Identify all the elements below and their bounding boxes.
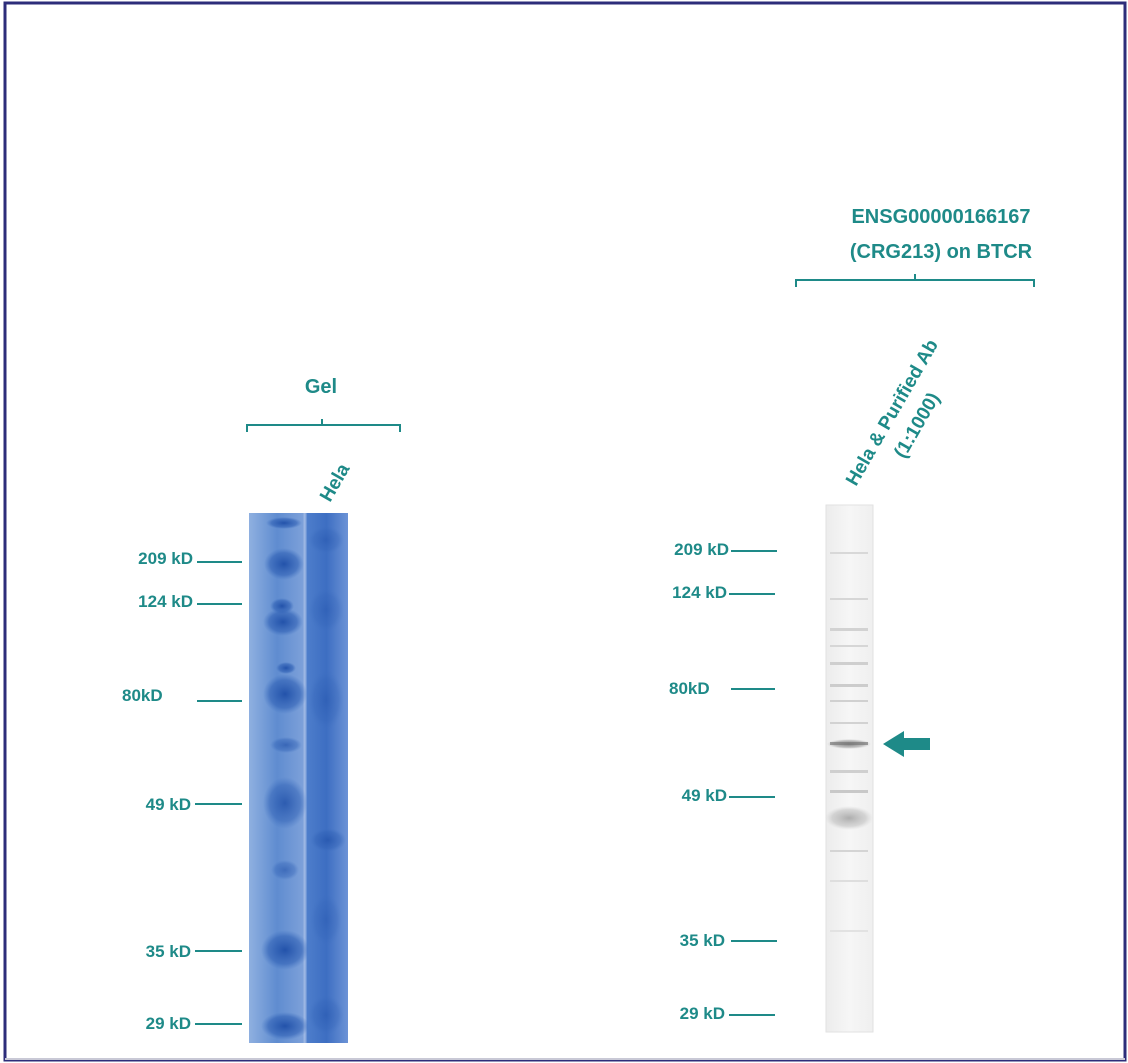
left-arrow-icon bbox=[883, 731, 930, 757]
gel-marker-label: 209 kD bbox=[138, 549, 193, 568]
figure-frame bbox=[3, 1, 1127, 1062]
gel-group-label: Gel bbox=[305, 376, 337, 398]
gel-marker-label: 29 kD bbox=[146, 1014, 191, 1033]
western-marker-label: 35 kD bbox=[680, 931, 725, 950]
gel-marker-ladder: 209 kD 124 kD 80kD 49 kD 35 kD 29 kD bbox=[122, 549, 242, 1033]
gel-marker-label: 80kD bbox=[122, 686, 163, 705]
western-title-line-2: (CRG213) on BTCR bbox=[850, 241, 1033, 263]
western-group-bracket bbox=[795, 274, 1035, 287]
western-title-line-1: ENSG00000166167 bbox=[851, 206, 1030, 228]
western-marker-label: 49 kD bbox=[682, 786, 727, 805]
gel-panel: Gel Hela bbox=[122, 376, 401, 1043]
gel-group-bracket bbox=[246, 419, 401, 432]
western-marker-label: 29 kD bbox=[680, 1004, 725, 1023]
gel-marker-label: 124 kD bbox=[138, 592, 193, 611]
gel-marker-label: 35 kD bbox=[146, 942, 191, 961]
western-marker-label: 124 kD bbox=[672, 583, 727, 602]
western-marker-label: 209 kD bbox=[674, 540, 729, 559]
coomassie-gel-image bbox=[249, 513, 348, 1043]
western-blot-lane-image bbox=[825, 504, 874, 1033]
western-marker-label: 80kD bbox=[669, 679, 710, 698]
western-marker-ladder: 209 kD 124 kD 80kD 49 kD 35 kD 29 kD bbox=[669, 540, 777, 1023]
gel-marker-label: 49 kD bbox=[146, 795, 191, 814]
